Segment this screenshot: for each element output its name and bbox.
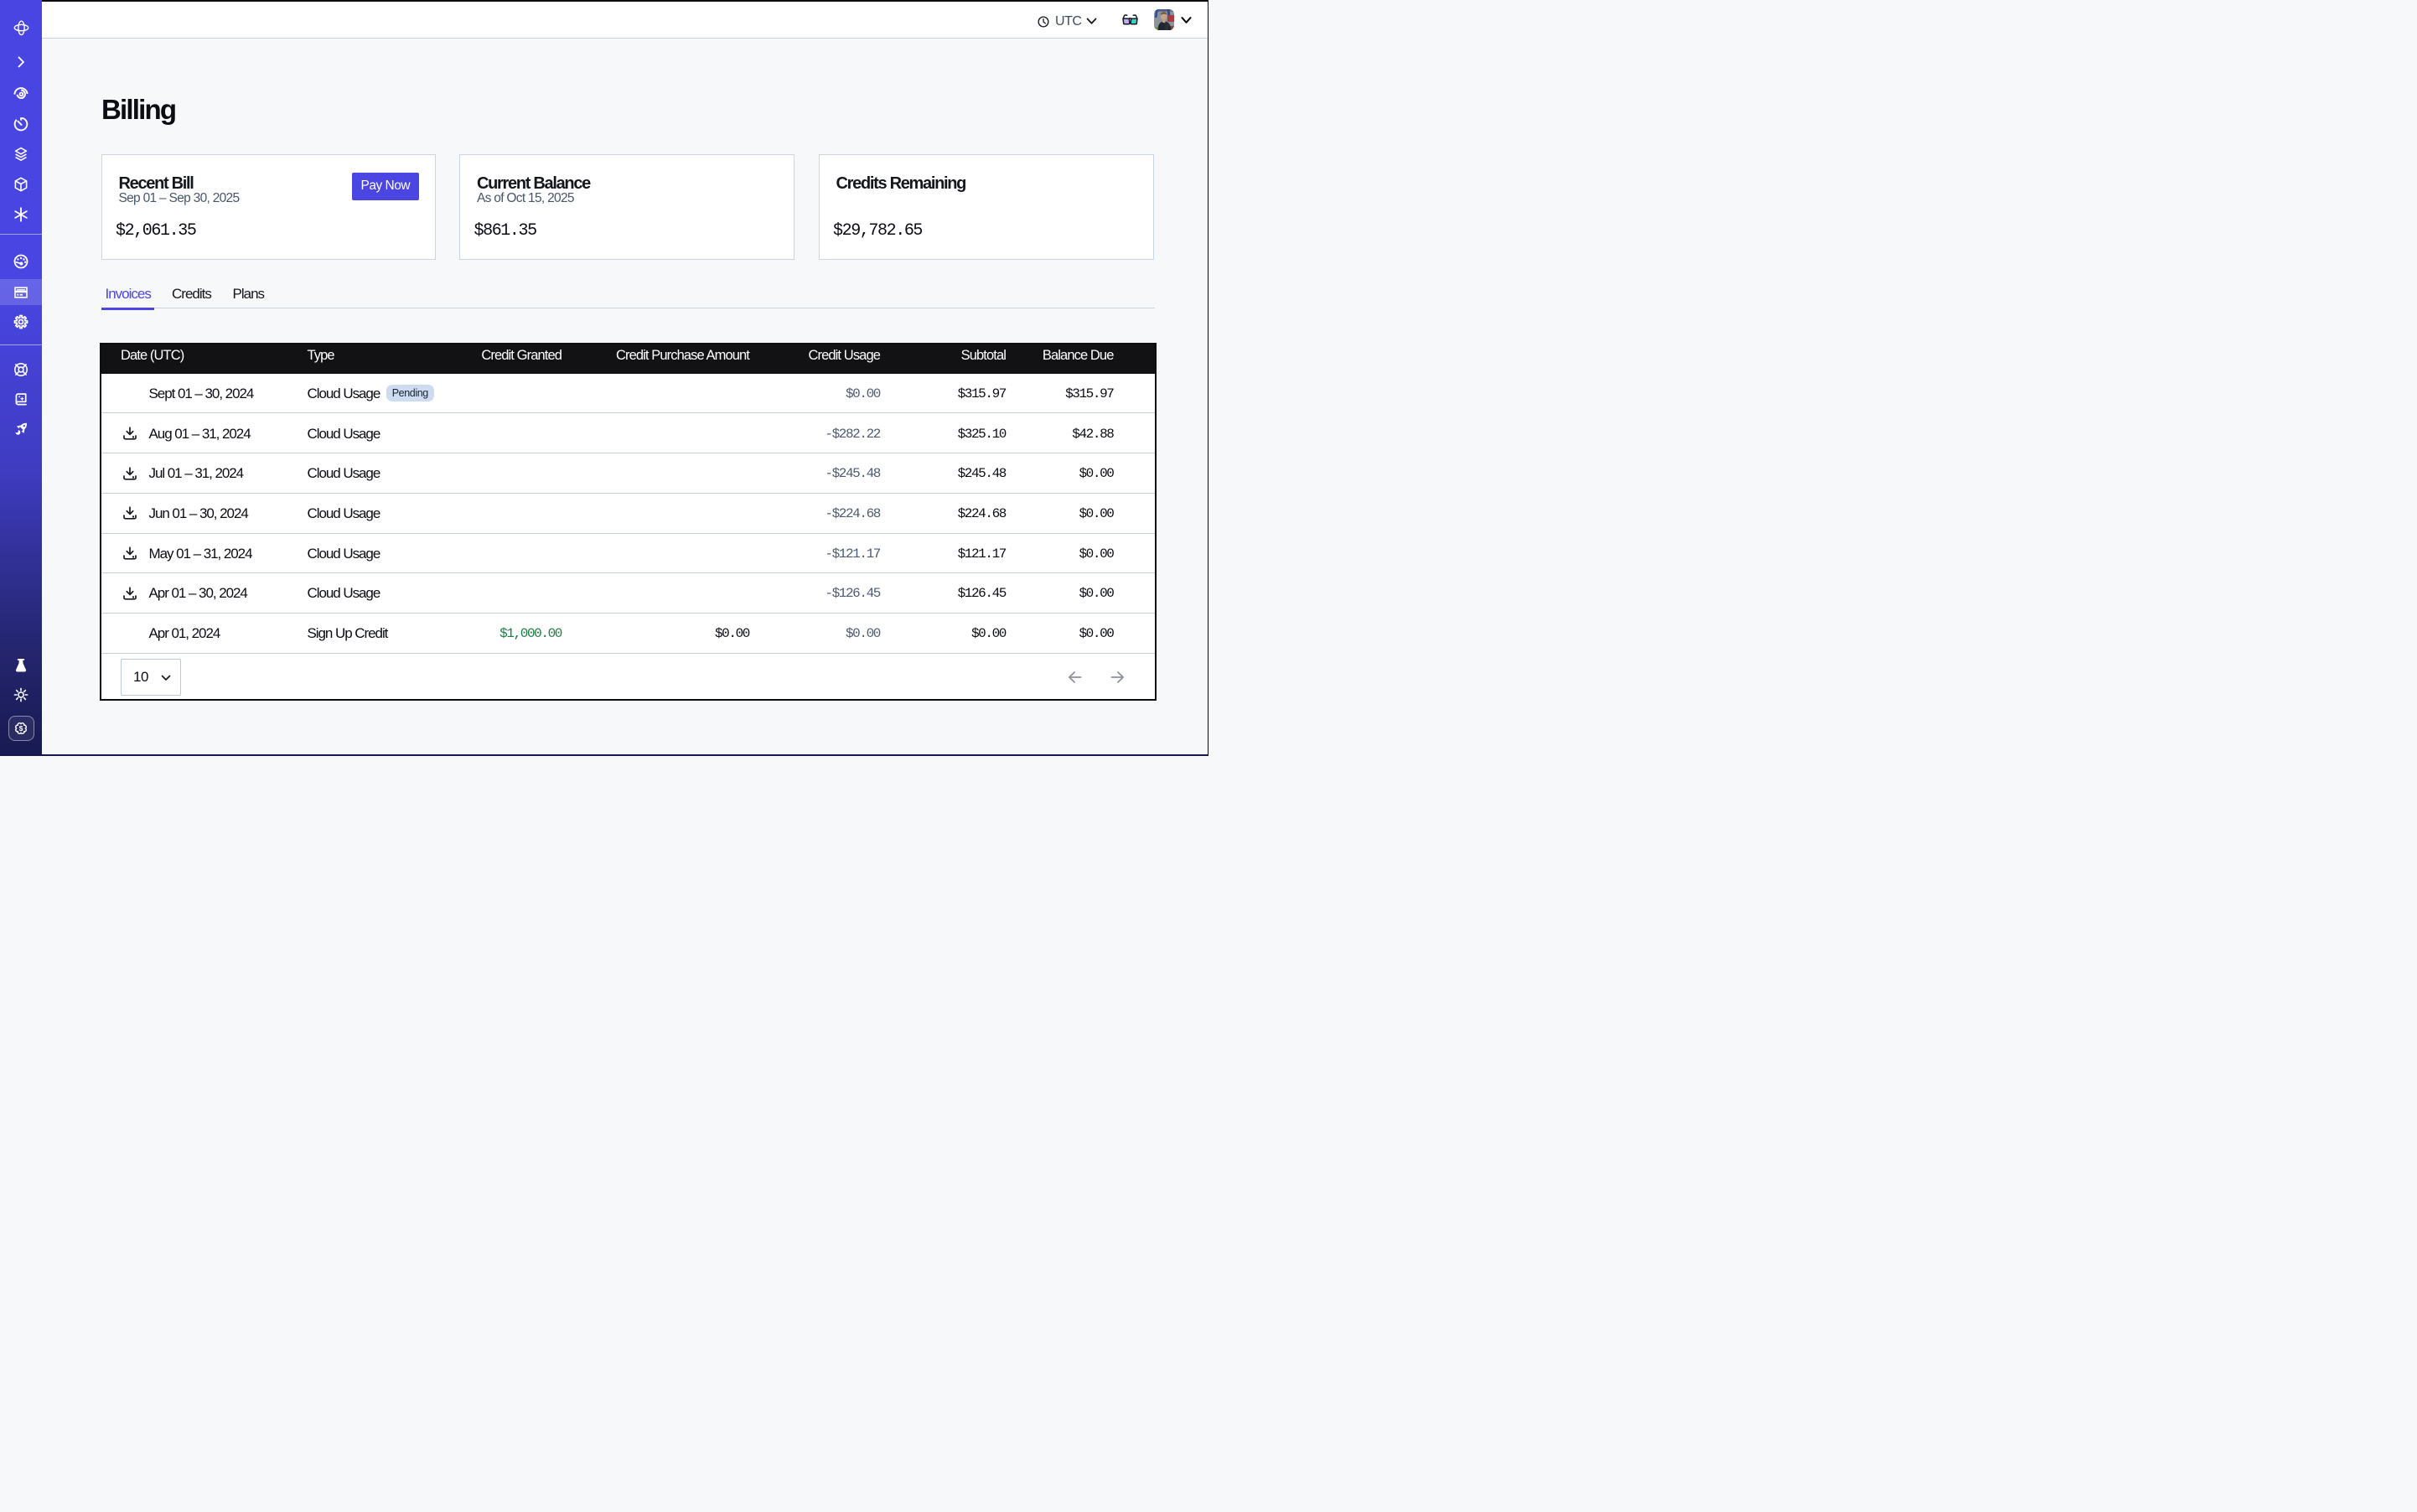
- svg-text:$: $: [19, 724, 23, 733]
